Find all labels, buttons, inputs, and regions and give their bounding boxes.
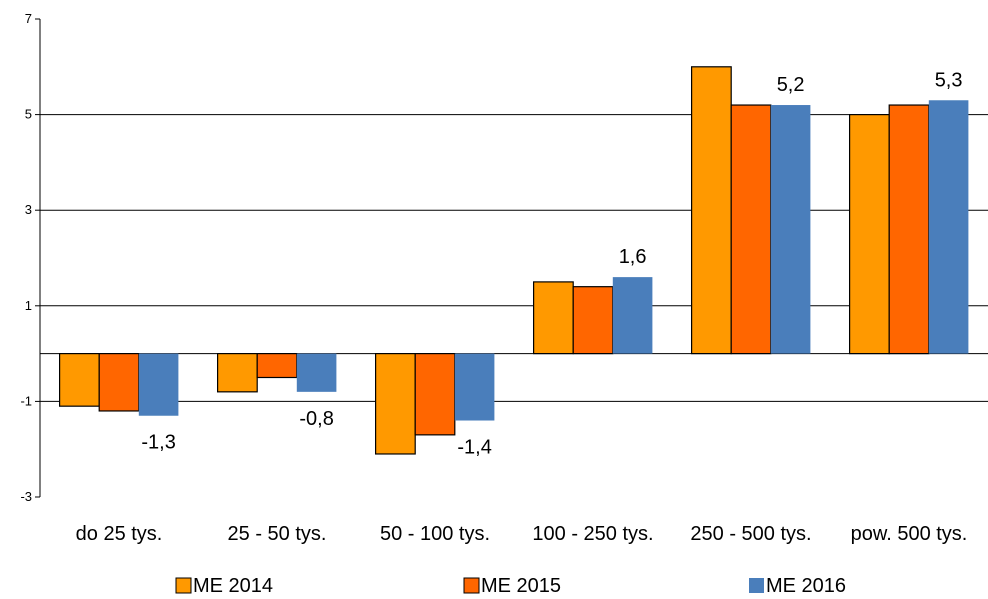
legend-swatch [749, 578, 764, 593]
category-label: 100 - 250 tys. [532, 523, 653, 545]
y-tick-label: -1 [20, 393, 32, 408]
legend-swatch [175, 577, 192, 594]
bar [730, 104, 772, 355]
bar [414, 353, 456, 436]
bar [256, 353, 298, 379]
bar [572, 286, 614, 355]
bar [928, 100, 969, 354]
bar [612, 277, 653, 354]
y-tick-label: 7 [25, 11, 32, 26]
category-label: 250 - 500 tys. [690, 523, 811, 545]
category-label: 25 - 50 tys. [228, 523, 327, 545]
y-tick-label: 1 [25, 298, 32, 313]
data-label: -0,8 [299, 408, 333, 430]
bar [217, 353, 258, 393]
legend-label: ME 2014 [193, 575, 273, 597]
category-label: pow. 500 tys. [851, 523, 968, 545]
data-label: 5,3 [935, 69, 963, 91]
bar [98, 353, 140, 412]
legend-label: ME 2016 [766, 575, 846, 597]
category-label: 50 - 100 tys. [380, 523, 490, 545]
bar [690, 66, 732, 355]
bar [848, 113, 890, 355]
y-tick-label: 3 [25, 202, 32, 217]
bar [770, 105, 811, 354]
bar [296, 353, 337, 392]
bar [375, 353, 416, 455]
y-tick-label: -3 [20, 489, 32, 504]
data-label: 1,6 [619, 246, 647, 268]
bar [532, 281, 574, 355]
bar [58, 353, 100, 407]
bar [138, 353, 179, 416]
data-label: 5,2 [777, 74, 805, 96]
bar [888, 104, 930, 355]
category-label: do 25 tys. [76, 523, 163, 545]
data-label: -1,3 [141, 432, 175, 454]
bar [454, 353, 495, 421]
legend-label: ME 2015 [481, 575, 561, 597]
legend-swatch [463, 577, 480, 594]
data-label: -1,4 [457, 437, 491, 459]
y-tick-label: 5 [25, 107, 32, 122]
